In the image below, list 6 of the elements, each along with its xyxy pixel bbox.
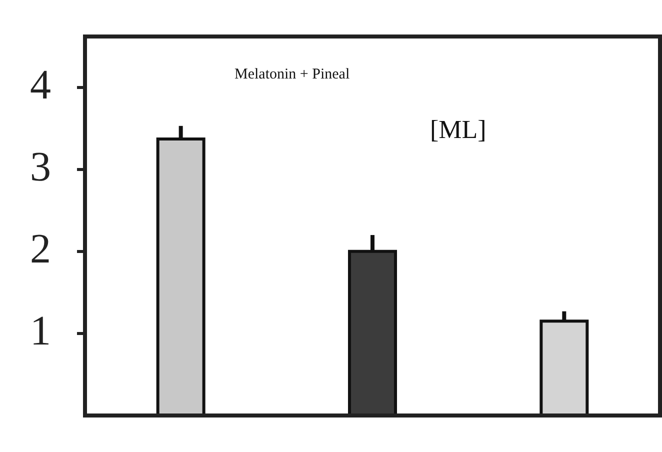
y-tick-label: 2 xyxy=(30,226,51,272)
y-tick-label: 3 xyxy=(30,144,51,190)
annotation: [ML] xyxy=(430,115,486,144)
y-tick-label: 4 xyxy=(30,62,51,108)
annotation: Melatonin + Pineal xyxy=(234,66,350,82)
y-tick-label: 1 xyxy=(30,308,51,354)
